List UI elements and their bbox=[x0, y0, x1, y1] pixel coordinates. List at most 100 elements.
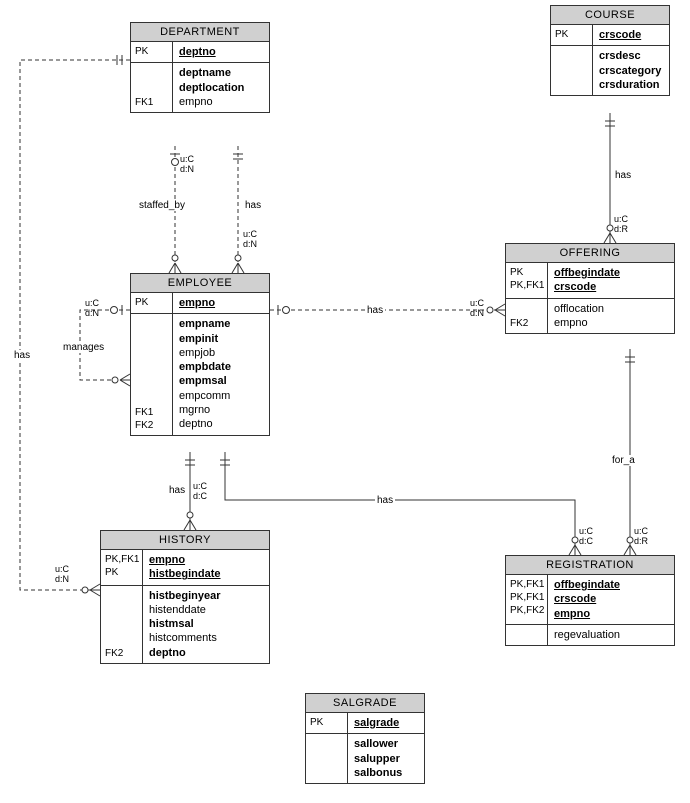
key-column bbox=[551, 46, 593, 95]
cardinality-off-reg-for: u:Cd:R bbox=[634, 527, 648, 547]
entity-row: FK2histbeginyearhistenddatehistmsalhistc… bbox=[101, 586, 269, 663]
entity-row: PKPK,FK1offbegindatecrscode bbox=[506, 263, 674, 299]
attr-column: salgrade bbox=[348, 713, 424, 733]
entity-title: SALGRADE bbox=[306, 694, 424, 713]
attribute: salbonus bbox=[354, 766, 418, 780]
entity-salgrade: SALGRADEPK salgrade sallowersaluppersalbon… bbox=[305, 693, 425, 784]
attribute: empjob bbox=[179, 346, 263, 360]
entity-row: FK1FK2empnameempinitempjobempbdateempmsa… bbox=[131, 314, 269, 434]
attribute: offbegindate bbox=[554, 266, 668, 280]
attribute: empno bbox=[149, 553, 263, 567]
entity-row: PK empno bbox=[131, 293, 269, 314]
key-column: PK,FK1PK bbox=[101, 550, 143, 585]
key-column: PK,FK1PK,FK1PK,FK2 bbox=[506, 575, 548, 624]
attr-column: deptnamedeptlocationempno bbox=[173, 63, 269, 112]
key-column: PK bbox=[551, 25, 593, 45]
cardinality-course-off-has: u:Cd:R bbox=[614, 215, 628, 235]
rel-label-emp-off-has: has bbox=[365, 305, 385, 316]
attribute: empmsal bbox=[179, 374, 263, 388]
attr-column: crsdesccrscategorycrsduration bbox=[593, 46, 669, 95]
rel-label-dept-emp-has: has bbox=[243, 200, 263, 211]
attr-column: sallowersaluppersalbonus bbox=[348, 734, 424, 783]
attribute: empno bbox=[179, 296, 263, 310]
relationship-emp-reg-has bbox=[225, 452, 575, 555]
rel-label-emp-reg-has: has bbox=[375, 495, 395, 506]
cardinality-emp-reg-has: u:Cd:C bbox=[579, 527, 593, 547]
cardinality-emp-manages: u:Cd:N bbox=[85, 299, 99, 319]
attr-column: regevaluation bbox=[548, 625, 674, 645]
attribute: crsdesc bbox=[599, 49, 663, 63]
entity-row: sallowersaluppersalbonus bbox=[306, 734, 424, 783]
attribute: empno bbox=[554, 316, 668, 330]
attr-column: deptno bbox=[173, 42, 269, 62]
attribute: deptno bbox=[149, 646, 263, 660]
key-column: PKPK,FK1 bbox=[506, 263, 548, 298]
rel-label-course-off-has: has bbox=[613, 170, 633, 181]
attribute: crscategory bbox=[599, 64, 663, 78]
attribute: salgrade bbox=[354, 716, 418, 730]
entity-title: EMPLOYEE bbox=[131, 274, 269, 293]
attr-column: offbegindatecrscodeempno bbox=[548, 575, 674, 624]
entity-row: PK crscode bbox=[551, 25, 669, 46]
entity-title: DEPARTMENT bbox=[131, 23, 269, 42]
entity-row: PK salgrade bbox=[306, 713, 424, 734]
attribute: histbegindate bbox=[149, 567, 263, 581]
attribute: mgrno bbox=[179, 403, 263, 417]
attribute: deptno bbox=[179, 417, 263, 431]
entity-row: PKdeptno bbox=[131, 42, 269, 63]
key-column: FK2 bbox=[506, 299, 548, 334]
entity-row: FK1deptnamedeptlocationempno bbox=[131, 63, 269, 112]
entity-registration: REGISTRATIONPK,FK1PK,FK1PK,FK2offbeginda… bbox=[505, 555, 675, 646]
attribute: crscode bbox=[554, 592, 668, 606]
entity-title: REGISTRATION bbox=[506, 556, 674, 575]
attribute: sallower bbox=[354, 737, 418, 751]
cardinality-dept-emp-has: u:Cd:N bbox=[243, 230, 257, 250]
attribute: empno bbox=[554, 607, 668, 621]
key-column: PK bbox=[306, 713, 348, 733]
cardinality-dept-hist-has: u:Cd:N bbox=[55, 565, 69, 585]
attribute: histcomments bbox=[149, 631, 263, 645]
relationship-dept-hist-has bbox=[20, 60, 130, 590]
entity-row: PK,FK1PK,FK1PK,FK2offbegindatecrscodeemp… bbox=[506, 575, 674, 625]
entity-offering: OFFERINGPKPK,FK1offbegindatecrscodeFK2of… bbox=[505, 243, 675, 334]
attribute: crsduration bbox=[599, 78, 663, 92]
entity-row: FK2offlocationempno bbox=[506, 299, 674, 334]
attribute: regevaluation bbox=[554, 628, 668, 642]
rel-label-emp-manages: manages bbox=[61, 342, 106, 353]
key-column bbox=[306, 734, 348, 783]
entity-row: PK,FK1PK empnohistbegindate bbox=[101, 550, 269, 586]
rel-label-dept-emp-staffed: staffed_by bbox=[137, 200, 187, 211]
attribute: crscode bbox=[554, 280, 668, 294]
attribute: deptname bbox=[179, 66, 263, 80]
attribute: salupper bbox=[354, 752, 418, 766]
key-column bbox=[506, 625, 548, 645]
attr-column: crscode bbox=[593, 25, 669, 45]
entity-row: regevaluation bbox=[506, 625, 674, 645]
attribute: crscode bbox=[599, 28, 663, 42]
cardinality-emp-hist-has: u:Cd:C bbox=[193, 482, 207, 502]
key-column: FK2 bbox=[101, 586, 143, 663]
attribute: empname bbox=[179, 317, 263, 331]
cardinality-emp-off-has: u:Cd:N bbox=[470, 299, 484, 319]
attribute: empno bbox=[179, 95, 263, 109]
entity-employee: EMPLOYEEPK empno FK1FK2empnameempinitempjo… bbox=[130, 273, 270, 436]
entity-department: DEPARTMENTPKdeptnoFK1deptnamedeptlocatio… bbox=[130, 22, 270, 113]
entity-title: OFFERING bbox=[506, 244, 674, 263]
rel-label-dept-hist-has: has bbox=[12, 350, 32, 361]
er-diagram-canvas: staffed_by u:Cd:N has u:Cd:N manages u:Cd:N ha… bbox=[0, 0, 690, 803]
attr-column: empnameempinitempjobempbdateempmsalempco… bbox=[173, 314, 269, 434]
attr-column: offbegindatecrscode bbox=[548, 263, 674, 298]
attribute: empcomm bbox=[179, 389, 263, 403]
attribute: offlocation bbox=[554, 302, 668, 316]
attribute: empbdate bbox=[179, 360, 263, 374]
rel-label-emp-hist-has: has bbox=[167, 485, 187, 496]
attribute: histbeginyear bbox=[149, 589, 263, 603]
edge-layer bbox=[0, 0, 690, 803]
key-column: PK bbox=[131, 293, 173, 313]
attr-column: offlocationempno bbox=[548, 299, 674, 334]
entity-history: HISTORYPK,FK1PKempnohistbegindateFK2hist… bbox=[100, 530, 270, 664]
entity-course: COURSEPKcrscodecrsdesccrscategorycrsdura… bbox=[550, 5, 670, 96]
attribute: histmsal bbox=[149, 617, 263, 631]
entity-title: HISTORY bbox=[101, 531, 269, 550]
attr-column: histbeginyearhistenddatehistmsalhistcomm… bbox=[143, 586, 269, 663]
